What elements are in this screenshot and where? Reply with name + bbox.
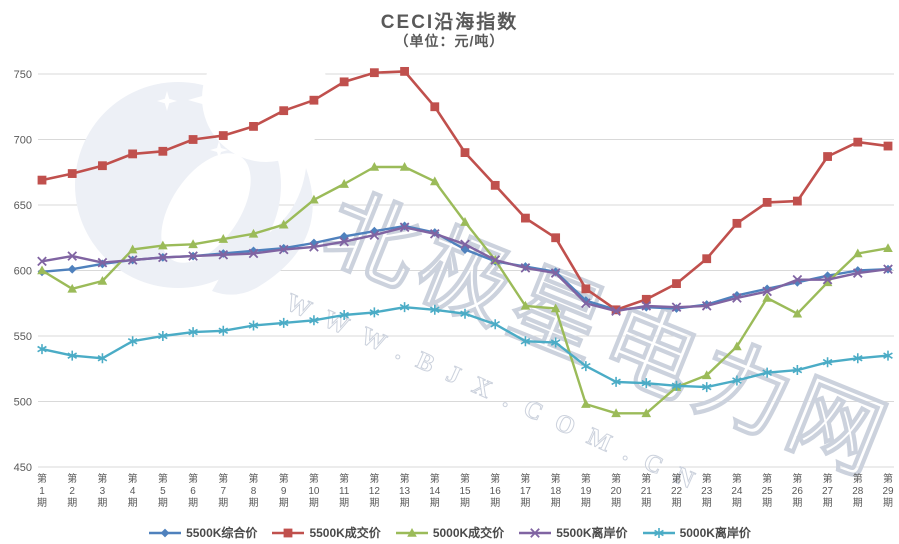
x-axis-tick-label: 第 25 期 (762, 472, 774, 509)
legend-marker-x-icon (519, 527, 552, 538)
x-axis-tick-label: 第 13 期 (399, 472, 411, 509)
legend-label: 5500K离岸价 (556, 526, 628, 540)
x-axis-tick-label: 第 26 期 (792, 472, 804, 509)
x-axis-tick-label: 第 23 期 (701, 472, 713, 509)
x-axis-tick-label: 第 28 期 (852, 472, 864, 509)
legend-marker-asterisk-icon (642, 527, 675, 538)
legend-label: 5500K成交价 (309, 526, 381, 540)
y-axis-tick-label: 550 (14, 331, 32, 343)
axis-labels: 450 500 550 600 650 700 750 第 1 期 第 2 期 第 3 期 第 4 期 第 5 期 第 6 期 第… (14, 69, 894, 509)
chart-title: CECI沿海指数 (380, 12, 519, 33)
legend-label: 5000K成交价 (432, 526, 505, 540)
y-axis-tick-label: 700 (14, 135, 32, 147)
x-axis-tick-label: 第 19 期 (580, 472, 592, 509)
legend-marker-triangle-icon (395, 527, 428, 537)
x-axis-tick-label: 第 29 期 (882, 472, 894, 509)
x-axis-tick-label: 第 11 期 (339, 472, 350, 509)
x-axis-tick-label: 第 22 期 (671, 472, 683, 509)
series-5500K成交价 (37, 66, 893, 315)
data-series (37, 66, 893, 418)
legend-label: 5000K离岸价 (679, 526, 751, 540)
x-axis-tick-label: 第 14 期 (429, 472, 441, 509)
x-axis-tick-label: 第 15 期 (459, 472, 471, 509)
legend-marker-diamond-icon (149, 528, 182, 537)
y-axis-tick-label: 450 (14, 462, 32, 474)
y-axis-tick-label: 650 (14, 200, 32, 212)
legend-item-5500K离岸价: 5500K离岸价 (518, 524, 628, 541)
series-5000K离岸价 (37, 302, 893, 393)
y-axis-tick-label: 500 (14, 397, 32, 409)
chart-subtitle: （单位：元/吨） (394, 33, 505, 49)
legend-label: 5500K综合价 (186, 526, 258, 540)
x-axis-tick-label: 第 21 期 (641, 472, 653, 509)
x-axis-tick-label: 第 10 期 (308, 472, 320, 509)
legend-item-5500K综合价: 5500K综合价 (148, 524, 257, 541)
chart-legend: 5500K综合价 5500K成交价 5000K成交价 5500K离岸价 5000K离岸价 (0, 524, 899, 541)
x-axis-tick-label: 第 17 期 (520, 472, 532, 509)
legend-item-5000K成交价: 5000K成交价 (395, 524, 504, 541)
y-axis-tick-label: 600 (14, 266, 32, 278)
x-axis-tick-label: 第 18 期 (550, 472, 562, 509)
legend-item-5500K成交价: 5500K成交价 (271, 524, 381, 541)
legend-marker-square-icon (272, 528, 305, 537)
x-axis-tick-label: 第 27 期 (822, 472, 834, 509)
x-axis-tick-label: 第 20 期 (611, 472, 623, 509)
legend-item-5000K离岸价: 5000K离岸价 (642, 524, 751, 541)
x-axis-tick-label: 第 16 期 (490, 472, 502, 509)
y-axis-tick-label: 750 (14, 69, 32, 81)
x-axis-tick-label: 第 24 期 (731, 472, 743, 509)
x-axis-tick-label: 第 12 期 (369, 472, 381, 509)
series-5500K离岸价 (37, 222, 893, 316)
